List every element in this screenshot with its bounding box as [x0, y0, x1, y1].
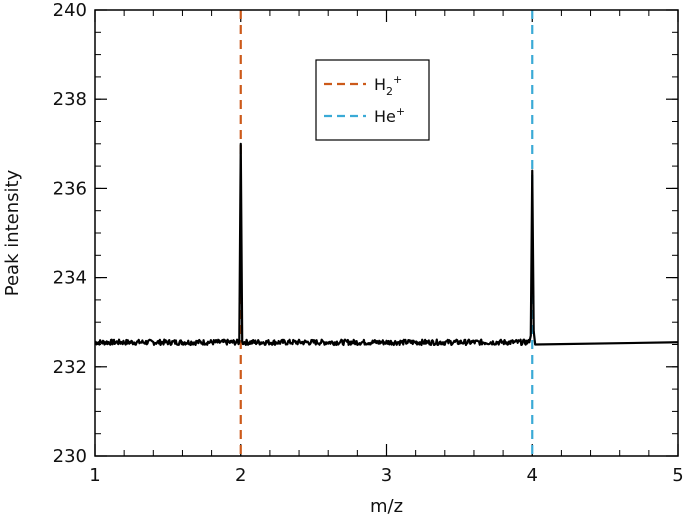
x-tick-label: 3 [381, 465, 392, 486]
x-tick-label: 4 [527, 465, 538, 486]
legend-box [315, 59, 430, 141]
x-tick-label: 1 [89, 465, 100, 486]
x-axis-title: m/z [370, 496, 403, 517]
legend: H2+ He+ [315, 59, 430, 141]
y-axis-title: Peak intensity [2, 169, 23, 296]
y-tick-label: 236 [53, 178, 87, 199]
y-tick-label: 240 [53, 0, 87, 21]
data-series-line [94, 142, 679, 347]
plot-frame [94, 9, 679, 457]
x-tick-label: 2 [235, 465, 246, 486]
x-tick-labels: 1 2 3 4 5 [89, 465, 683, 486]
legend-label: He+ [374, 105, 405, 126]
y-tick-label: 238 [53, 89, 87, 110]
x-tick-label: 5 [672, 465, 683, 486]
legend-label: H2+ [374, 73, 402, 98]
y-tick-label: 230 [53, 446, 87, 467]
y-tick-labels: 230 232 234 236 238 240 [53, 0, 87, 467]
series-layer [94, 142, 679, 347]
y-tick-label: 234 [53, 268, 87, 289]
y-tick-label: 232 [53, 357, 87, 378]
